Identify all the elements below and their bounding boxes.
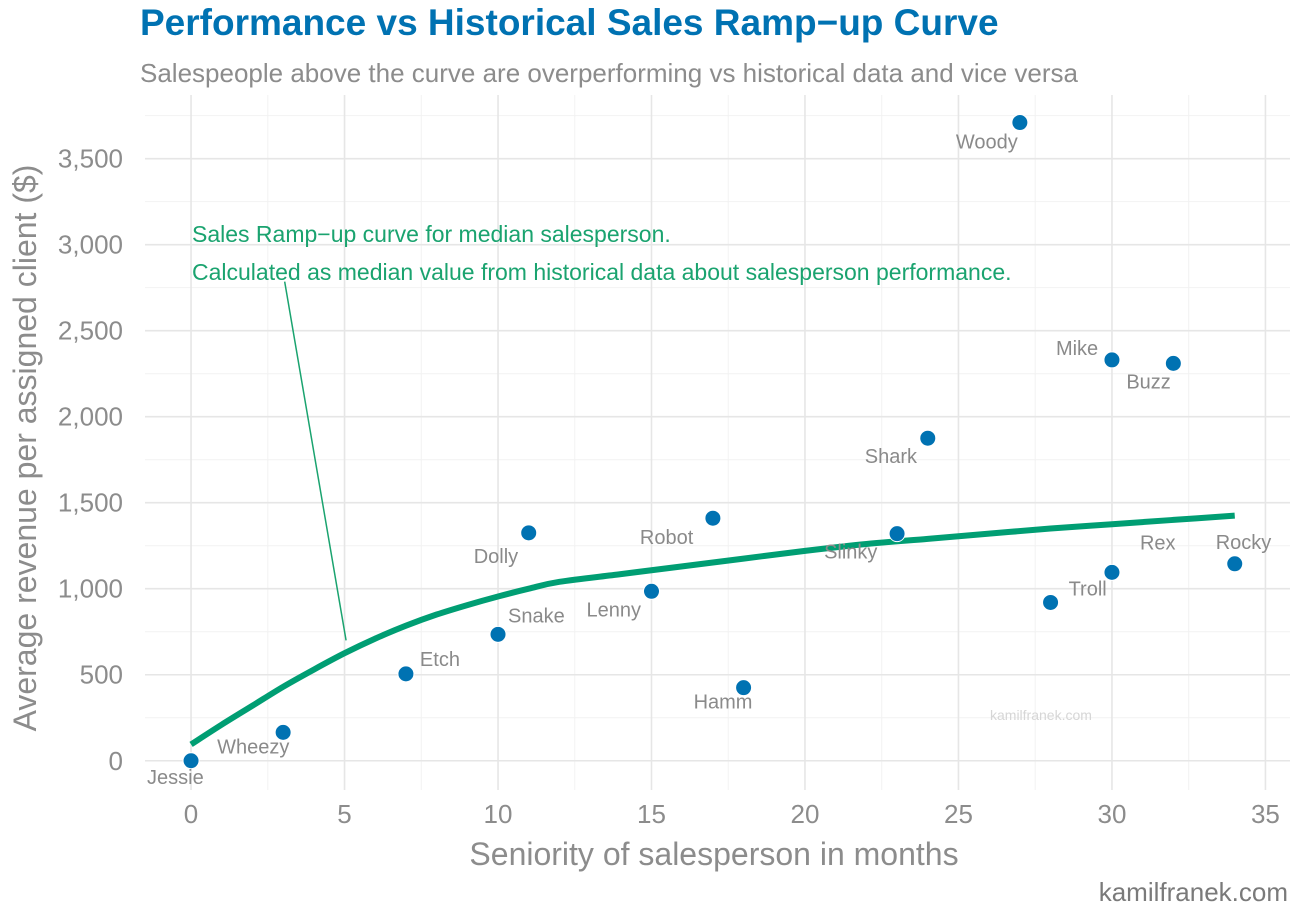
grid-lines (145, 95, 1290, 790)
point-label: Woody (956, 132, 1018, 154)
y-tick-label: 1,000 (58, 574, 123, 604)
point-labels: Jessie Wheezy Etch Snake Dolly Lenny Robot Hamm… (147, 132, 1271, 789)
annotation-text: Calculated as median value from historic… (192, 259, 1012, 285)
x-tick-label: 15 (637, 799, 666, 829)
x-tick-label: 10 (484, 799, 513, 829)
x-tick-label: 35 (1251, 799, 1280, 829)
point-label: Jessie (147, 767, 204, 789)
chart-title: Performance vs Historical Sales Ramp−up … (140, 2, 999, 43)
data-point (182, 752, 200, 770)
point-label: Mike (1056, 338, 1098, 360)
y-axis-title: Average revenue per assigned client ($) (7, 165, 43, 732)
y-tick-label: 0 (109, 746, 123, 776)
point-label: Dolly (474, 546, 518, 568)
data-point (735, 679, 753, 697)
data-points (182, 114, 1244, 770)
ramp-up-curve (189, 512, 1235, 747)
y-tick-label: 3,000 (58, 230, 123, 260)
x-tick-label: 20 (791, 799, 820, 829)
point-label: Etch (420, 649, 460, 671)
point-label: Troll (1069, 578, 1107, 600)
point-label: Buzz (1126, 371, 1170, 393)
watermark-text: kamilfranek.com (990, 707, 1092, 723)
data-point (1042, 593, 1060, 611)
annotation-text: Sales Ramp−up curve for median salespers… (192, 221, 671, 247)
data-point (704, 509, 722, 527)
x-tick-label: 5 (337, 799, 351, 829)
data-point (919, 429, 937, 447)
data-point (1103, 351, 1121, 369)
point-label: Shark (865, 446, 918, 468)
annotation: Sales Ramp−up curve for median salespers… (192, 221, 1012, 641)
y-tick-label: 3,500 (58, 144, 123, 174)
x-tick-label: 25 (944, 799, 973, 829)
data-point (888, 525, 906, 543)
point-label: Wheezy (217, 736, 289, 758)
data-point (1164, 354, 1182, 372)
data-point (1103, 563, 1121, 581)
tick-labels: 0 5 10 15 20 25 30 35 0 500 1,000 1,500 2,000 2,500 3,… (58, 144, 1280, 829)
x-axis-title: Seniority of salesperson in months (469, 836, 958, 872)
data-point (489, 625, 507, 643)
point-label: Hamm (694, 692, 753, 714)
y-tick-label: 2,000 (58, 402, 123, 432)
data-point (1226, 555, 1244, 573)
point-label: Robot (640, 527, 694, 549)
data-point (520, 524, 538, 542)
point-label: Slinky (824, 542, 877, 564)
y-tick-label: 1,500 (58, 488, 123, 518)
point-label: Rocky (1216, 532, 1272, 554)
ramp-curve-group (189, 512, 1235, 747)
y-tick-label: 2,500 (58, 316, 123, 346)
point-label: Lenny (587, 599, 642, 621)
chart-subtitle: Salespeople above the curve are overperf… (140, 58, 1078, 88)
point-label: Snake (508, 605, 565, 627)
point-label: Rex (1140, 532, 1176, 554)
annotation-pointer-line (283, 281, 347, 641)
data-point (1011, 114, 1029, 132)
data-point (397, 665, 415, 683)
x-tick-label: 30 (1097, 799, 1126, 829)
y-tick-label: 500 (80, 660, 123, 690)
data-point (274, 723, 292, 741)
x-tick-label: 0 (184, 799, 198, 829)
data-point (643, 582, 661, 600)
footer-credit: kamilfranek.com (1098, 877, 1288, 907)
